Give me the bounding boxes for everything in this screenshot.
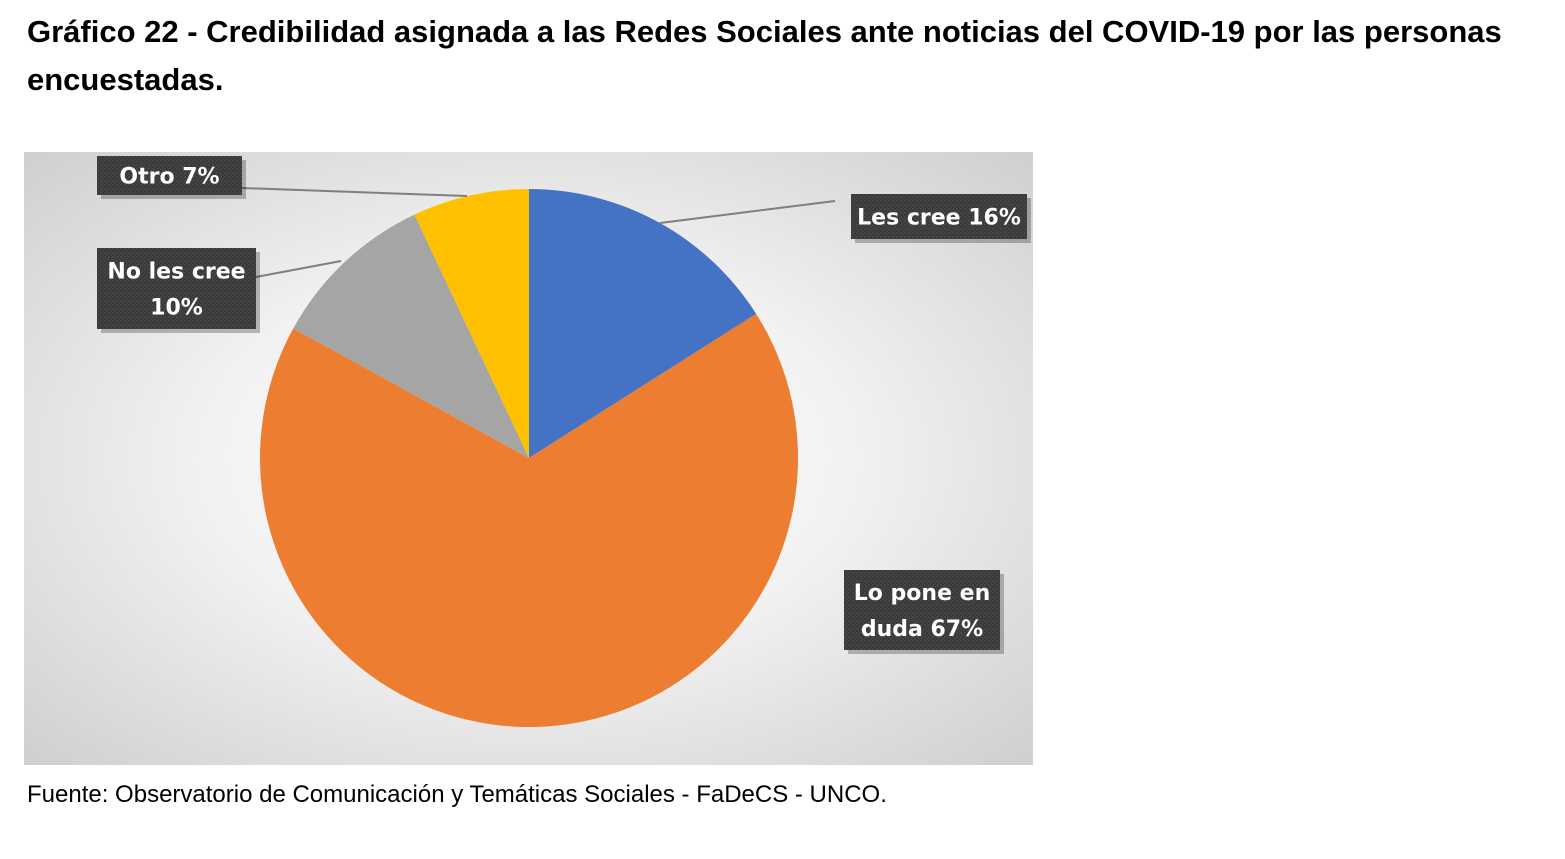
leader-line — [659, 200, 836, 224]
data-label-text: Les cree 16% — [857, 206, 1021, 231]
data-label-otro: Otro 7% — [97, 156, 246, 199]
data-label-les-cree: Les cree 16% — [851, 194, 1031, 243]
data-label-text: No les cree — [107, 260, 245, 285]
leader-line — [255, 260, 342, 278]
chart-title: Gráfico 22 - Credibilidad asignada a las… — [27, 14, 1502, 97]
data-label-no-les-cree: No les cree 10% — [97, 248, 260, 333]
chart-area: Les cree 16% Lo pone en duda 67% No les cre… — [24, 152, 1033, 765]
data-label-text: Lo pone en — [854, 581, 990, 606]
pie-slice-otro — [414, 189, 529, 458]
pie-slice-lo-pone-en-duda — [260, 313, 799, 727]
source-note: Fuente: Observatorio de Comunicación y T… — [27, 781, 887, 808]
data-label-lo-pone-en-duda: Lo pone en duda 67% — [844, 570, 1004, 654]
leader-line — [241, 187, 468, 197]
data-label-text: Otro 7% — [119, 165, 219, 190]
pie-slice-les-cree — [529, 189, 757, 458]
pie-chart: Les cree 16% Lo pone en duda 67% No les cre… — [97, 156, 1031, 727]
pie-slice-no-les-cree — [293, 214, 529, 458]
data-label-text: 10% — [150, 296, 203, 321]
data-label-text: duda 67% — [861, 617, 983, 642]
